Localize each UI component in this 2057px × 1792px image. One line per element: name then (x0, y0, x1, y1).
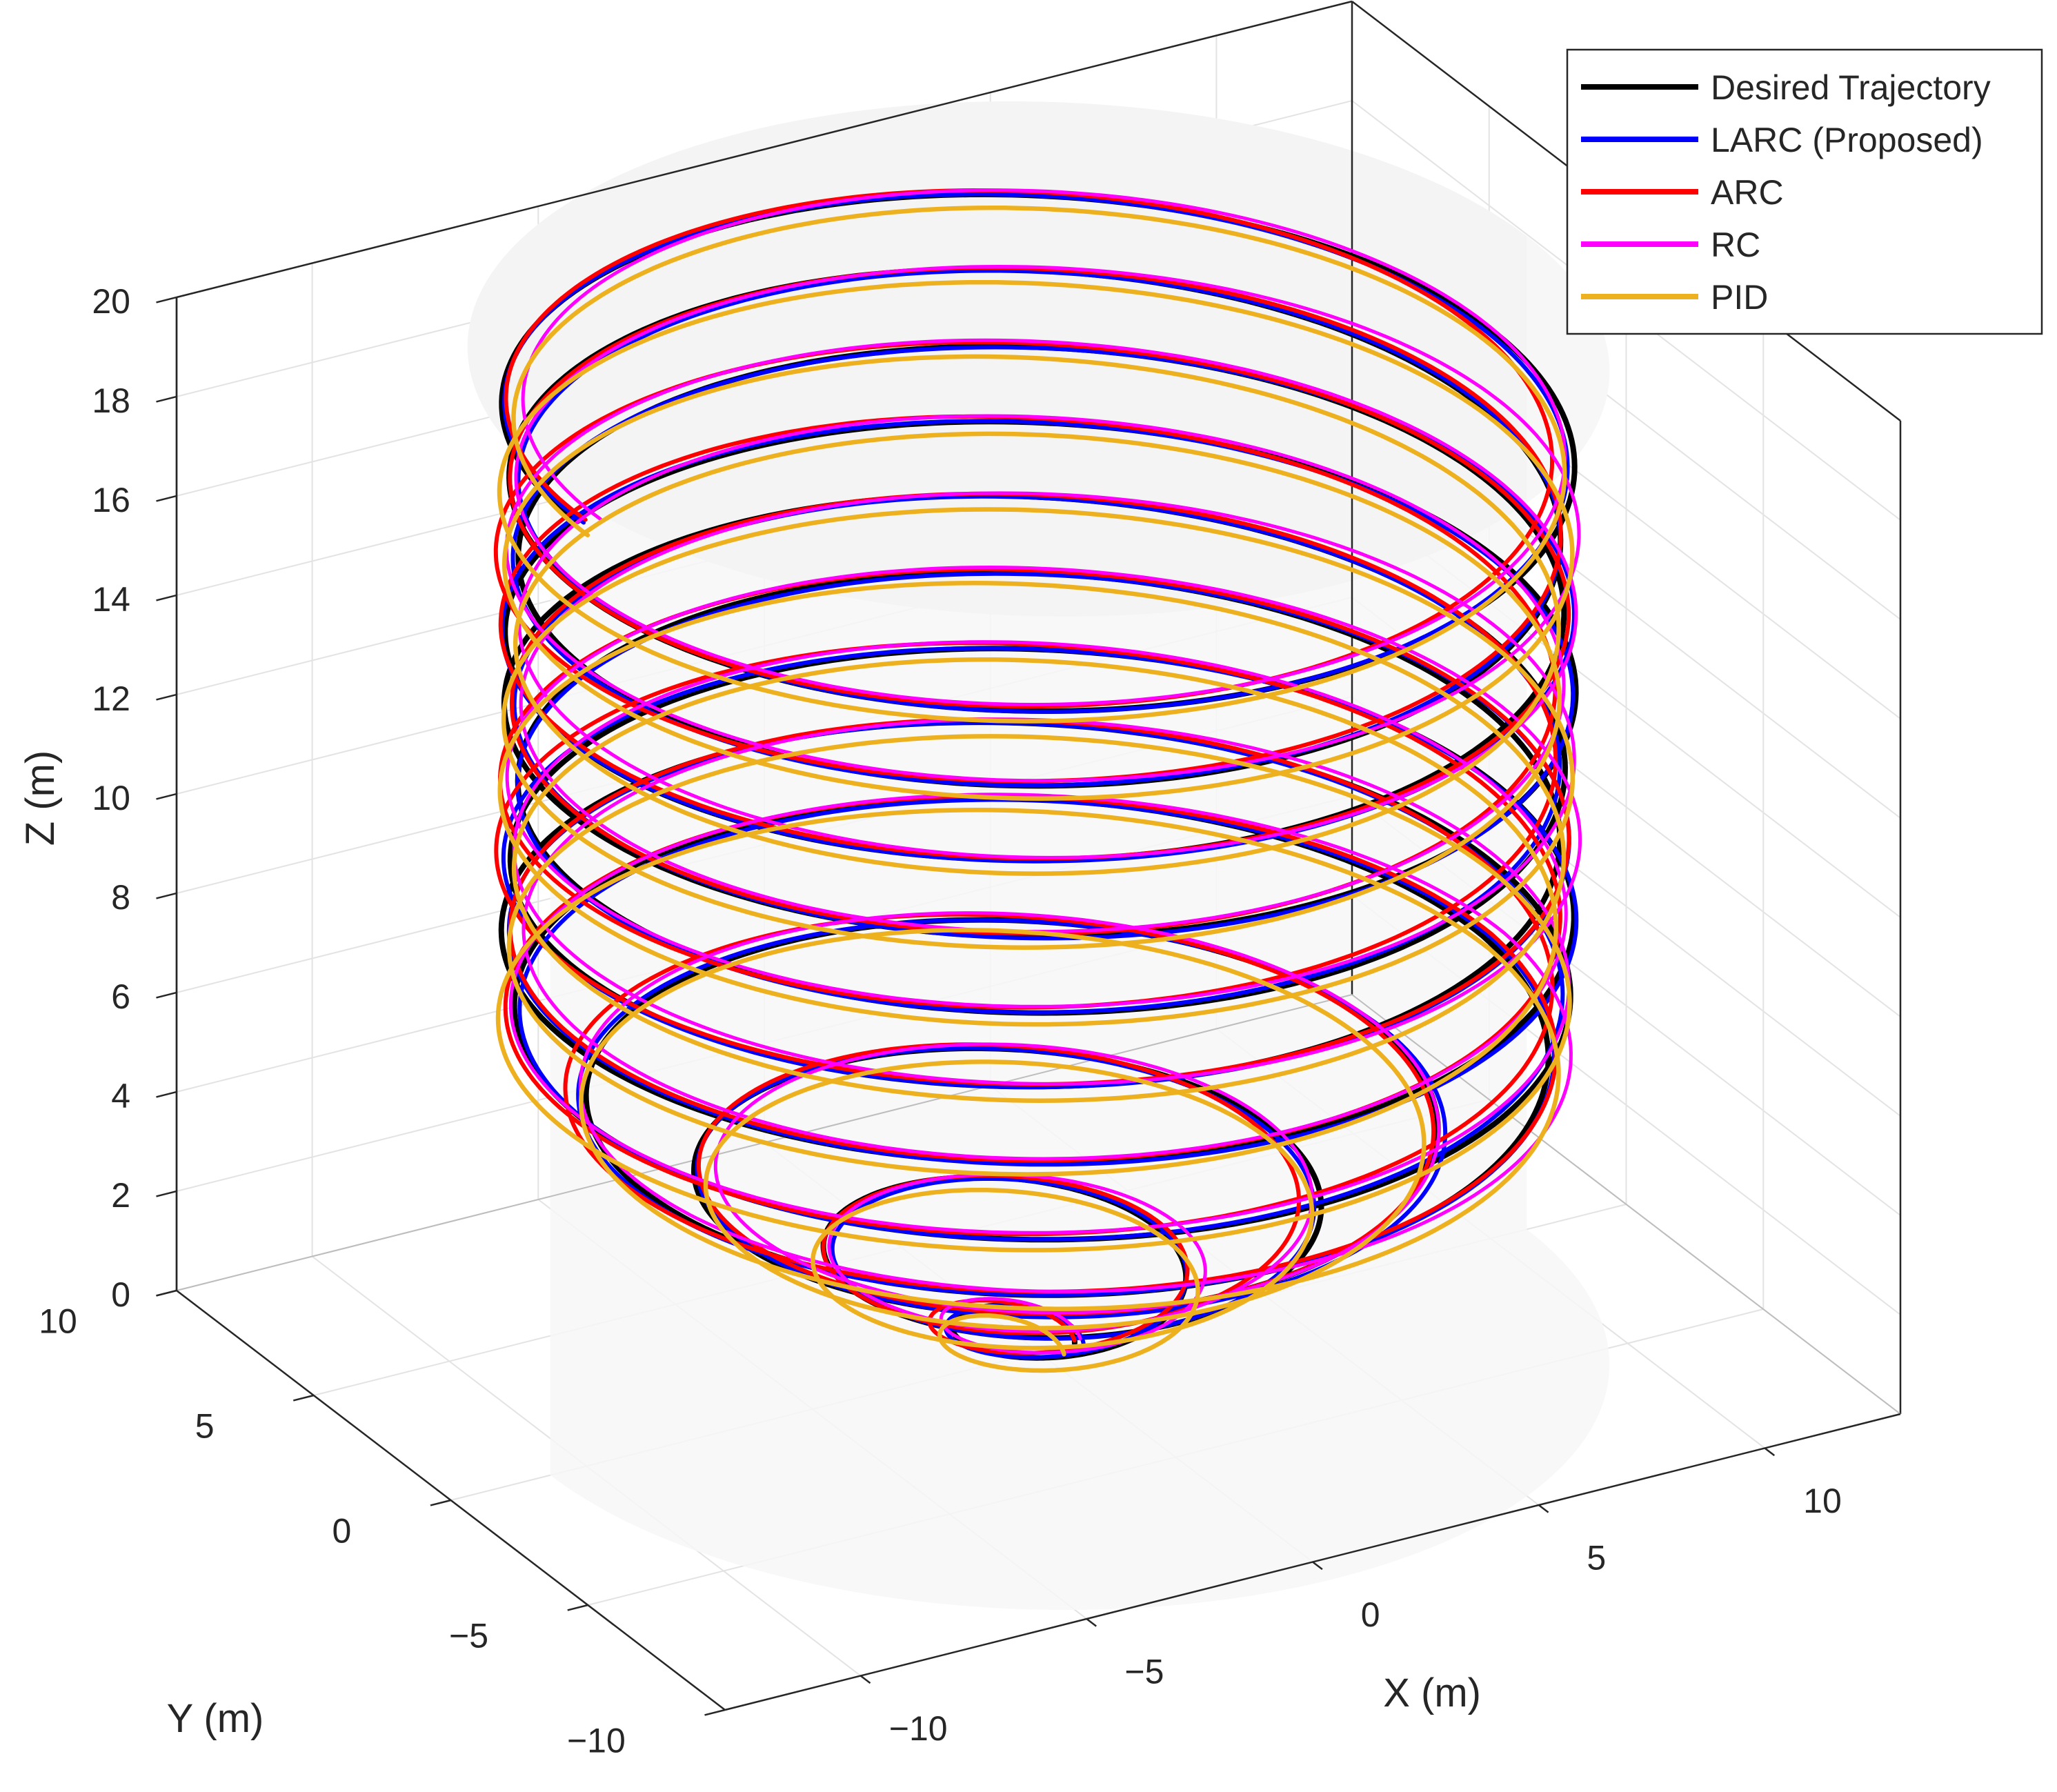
z-tick (156, 892, 177, 899)
x-tick-label: −5 (1124, 1653, 1164, 1691)
legend-entry: Desired Trajectory (1581, 68, 1991, 107)
x-axis-label: X (m) (1383, 1671, 1481, 1715)
legend-entry: ARC (1581, 173, 1784, 212)
y-tick-label: 5 (195, 1406, 215, 1445)
x-tick (1538, 1504, 1549, 1513)
x-tick (1312, 1561, 1323, 1571)
trajectory-series (493, 188, 1582, 1373)
z-tick-label: 16 (92, 481, 130, 519)
z-tick (156, 793, 177, 800)
x-tick-label: 10 (1803, 1482, 1842, 1520)
z-axis-label: Z (m) (18, 750, 63, 846)
y-tick (430, 1499, 451, 1506)
legend-label-pid: PID (1711, 278, 1768, 317)
y-tick (704, 1709, 726, 1716)
z-tick (156, 1091, 177, 1098)
y-tick-label: 10 (39, 1302, 77, 1340)
legend-label-arc: ARC (1711, 173, 1784, 212)
z-tick (156, 1190, 177, 1197)
x-tick-label: 5 (1587, 1539, 1606, 1577)
z-tick (156, 395, 177, 403)
axis-ticks: −10 −5 0 5 10 −10 −5 0 5 10 0 2 4 6 8 10 12 14 16 18 20 (39, 282, 1842, 1760)
z-tick-label: 2 (111, 1176, 130, 1215)
legend-label-larc: LARC (Proposed) (1711, 121, 1983, 159)
z-tick (156, 594, 177, 601)
z-tick-label: 6 (111, 977, 130, 1016)
y-tick-label: 0 (332, 1511, 352, 1550)
z-tick-label: 10 (92, 779, 130, 817)
legend-entry: PID (1581, 278, 1768, 317)
x-tick (1764, 1447, 1776, 1457)
y-axis-label: Y (m) (167, 1696, 264, 1741)
z-tick (156, 991, 177, 999)
z-tick-label: 8 (111, 878, 130, 917)
y-tick (292, 1394, 315, 1402)
axis-labels: X (m) Y (m) Z (m) (18, 750, 1481, 1741)
legend-label-rc: RC (1711, 226, 1760, 264)
z-tick-label: 14 (92, 580, 130, 619)
z-tick (156, 495, 177, 502)
z-tick (156, 693, 177, 701)
z-tick-label: 20 (92, 282, 130, 321)
legend-entry: LARC (Proposed) (1581, 121, 1983, 159)
legend: Desired Trajectory LARC (Proposed) ARC R… (1566, 48, 2043, 335)
y-tick-label: −5 (449, 1616, 488, 1655)
z-tick-label: 0 (111, 1275, 130, 1314)
z-tick (156, 1289, 177, 1297)
box-edge (176, 0, 1353, 299)
x-tick-label: 0 (1361, 1595, 1380, 1634)
box-edge (1351, 994, 1901, 1415)
x-tick (1086, 1618, 1097, 1627)
z-tick (156, 296, 177, 303)
legend-label-desired: Desired Trajectory (1711, 68, 1991, 107)
trajectory-pid (495, 205, 1576, 1373)
y-tick (567, 1604, 588, 1611)
y-tick-label: −10 (567, 1721, 626, 1760)
x-tick-label: −10 (889, 1709, 948, 1748)
legend-entry: RC (1581, 226, 1760, 264)
z-tick-label: 12 (92, 679, 130, 718)
x-tick (859, 1675, 871, 1684)
z-tick-label: 4 (111, 1077, 130, 1115)
z-tick-label: 18 (92, 381, 130, 420)
